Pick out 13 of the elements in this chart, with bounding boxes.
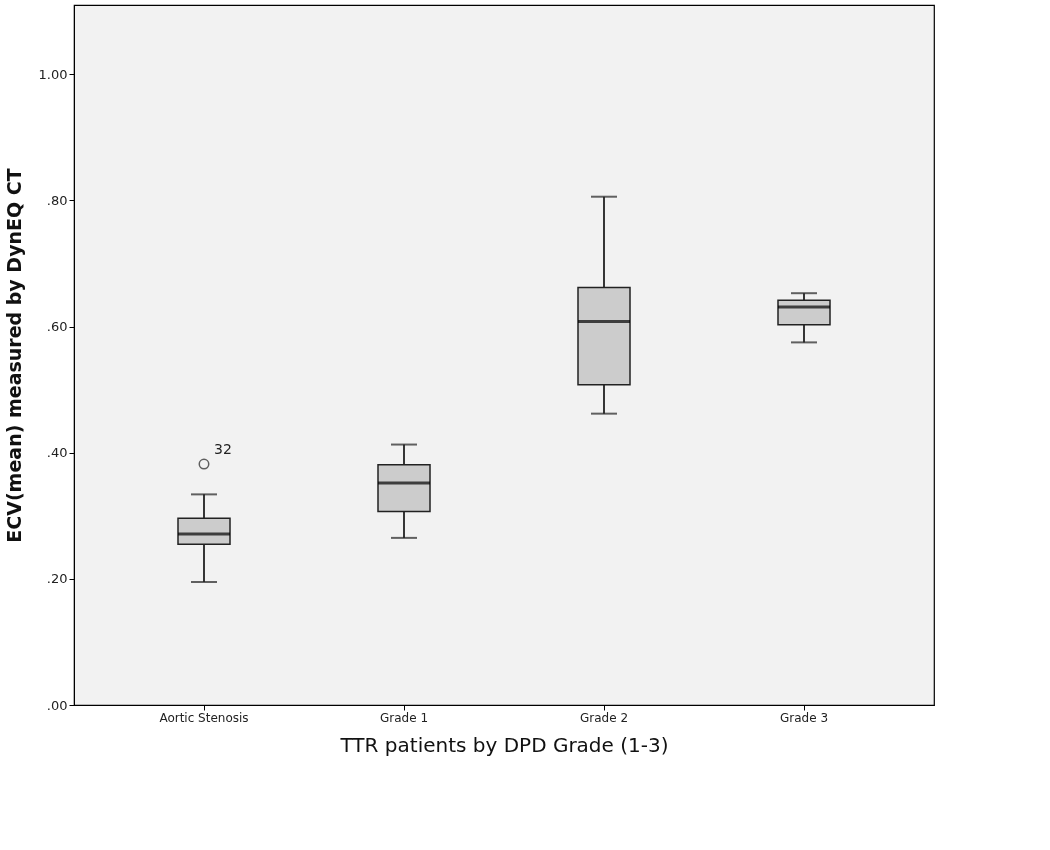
annotation: 32	[214, 441, 232, 458]
x-tick-label: Grade 1	[379, 710, 429, 725]
x-tick-label: Grade 2	[579, 710, 629, 725]
x-axis-title: TTR patients by DPD Grade (1-3)	[339, 732, 669, 757]
y-tick-label: .80	[46, 193, 68, 208]
x-tick-label: Aortic Stenosis	[159, 710, 249, 725]
y-tick-label: .20	[46, 571, 68, 587]
y-axis-title: ECV(mean) measured by DynEQ CT	[2, 168, 25, 543]
y-tick-label: .00	[46, 697, 68, 713]
y-tick-label: .40	[46, 445, 68, 461]
y-tick-label: 1.00	[38, 66, 68, 82]
x-tick-label: Grade 3	[779, 710, 829, 725]
y-tick-label: .60	[46, 319, 68, 335]
